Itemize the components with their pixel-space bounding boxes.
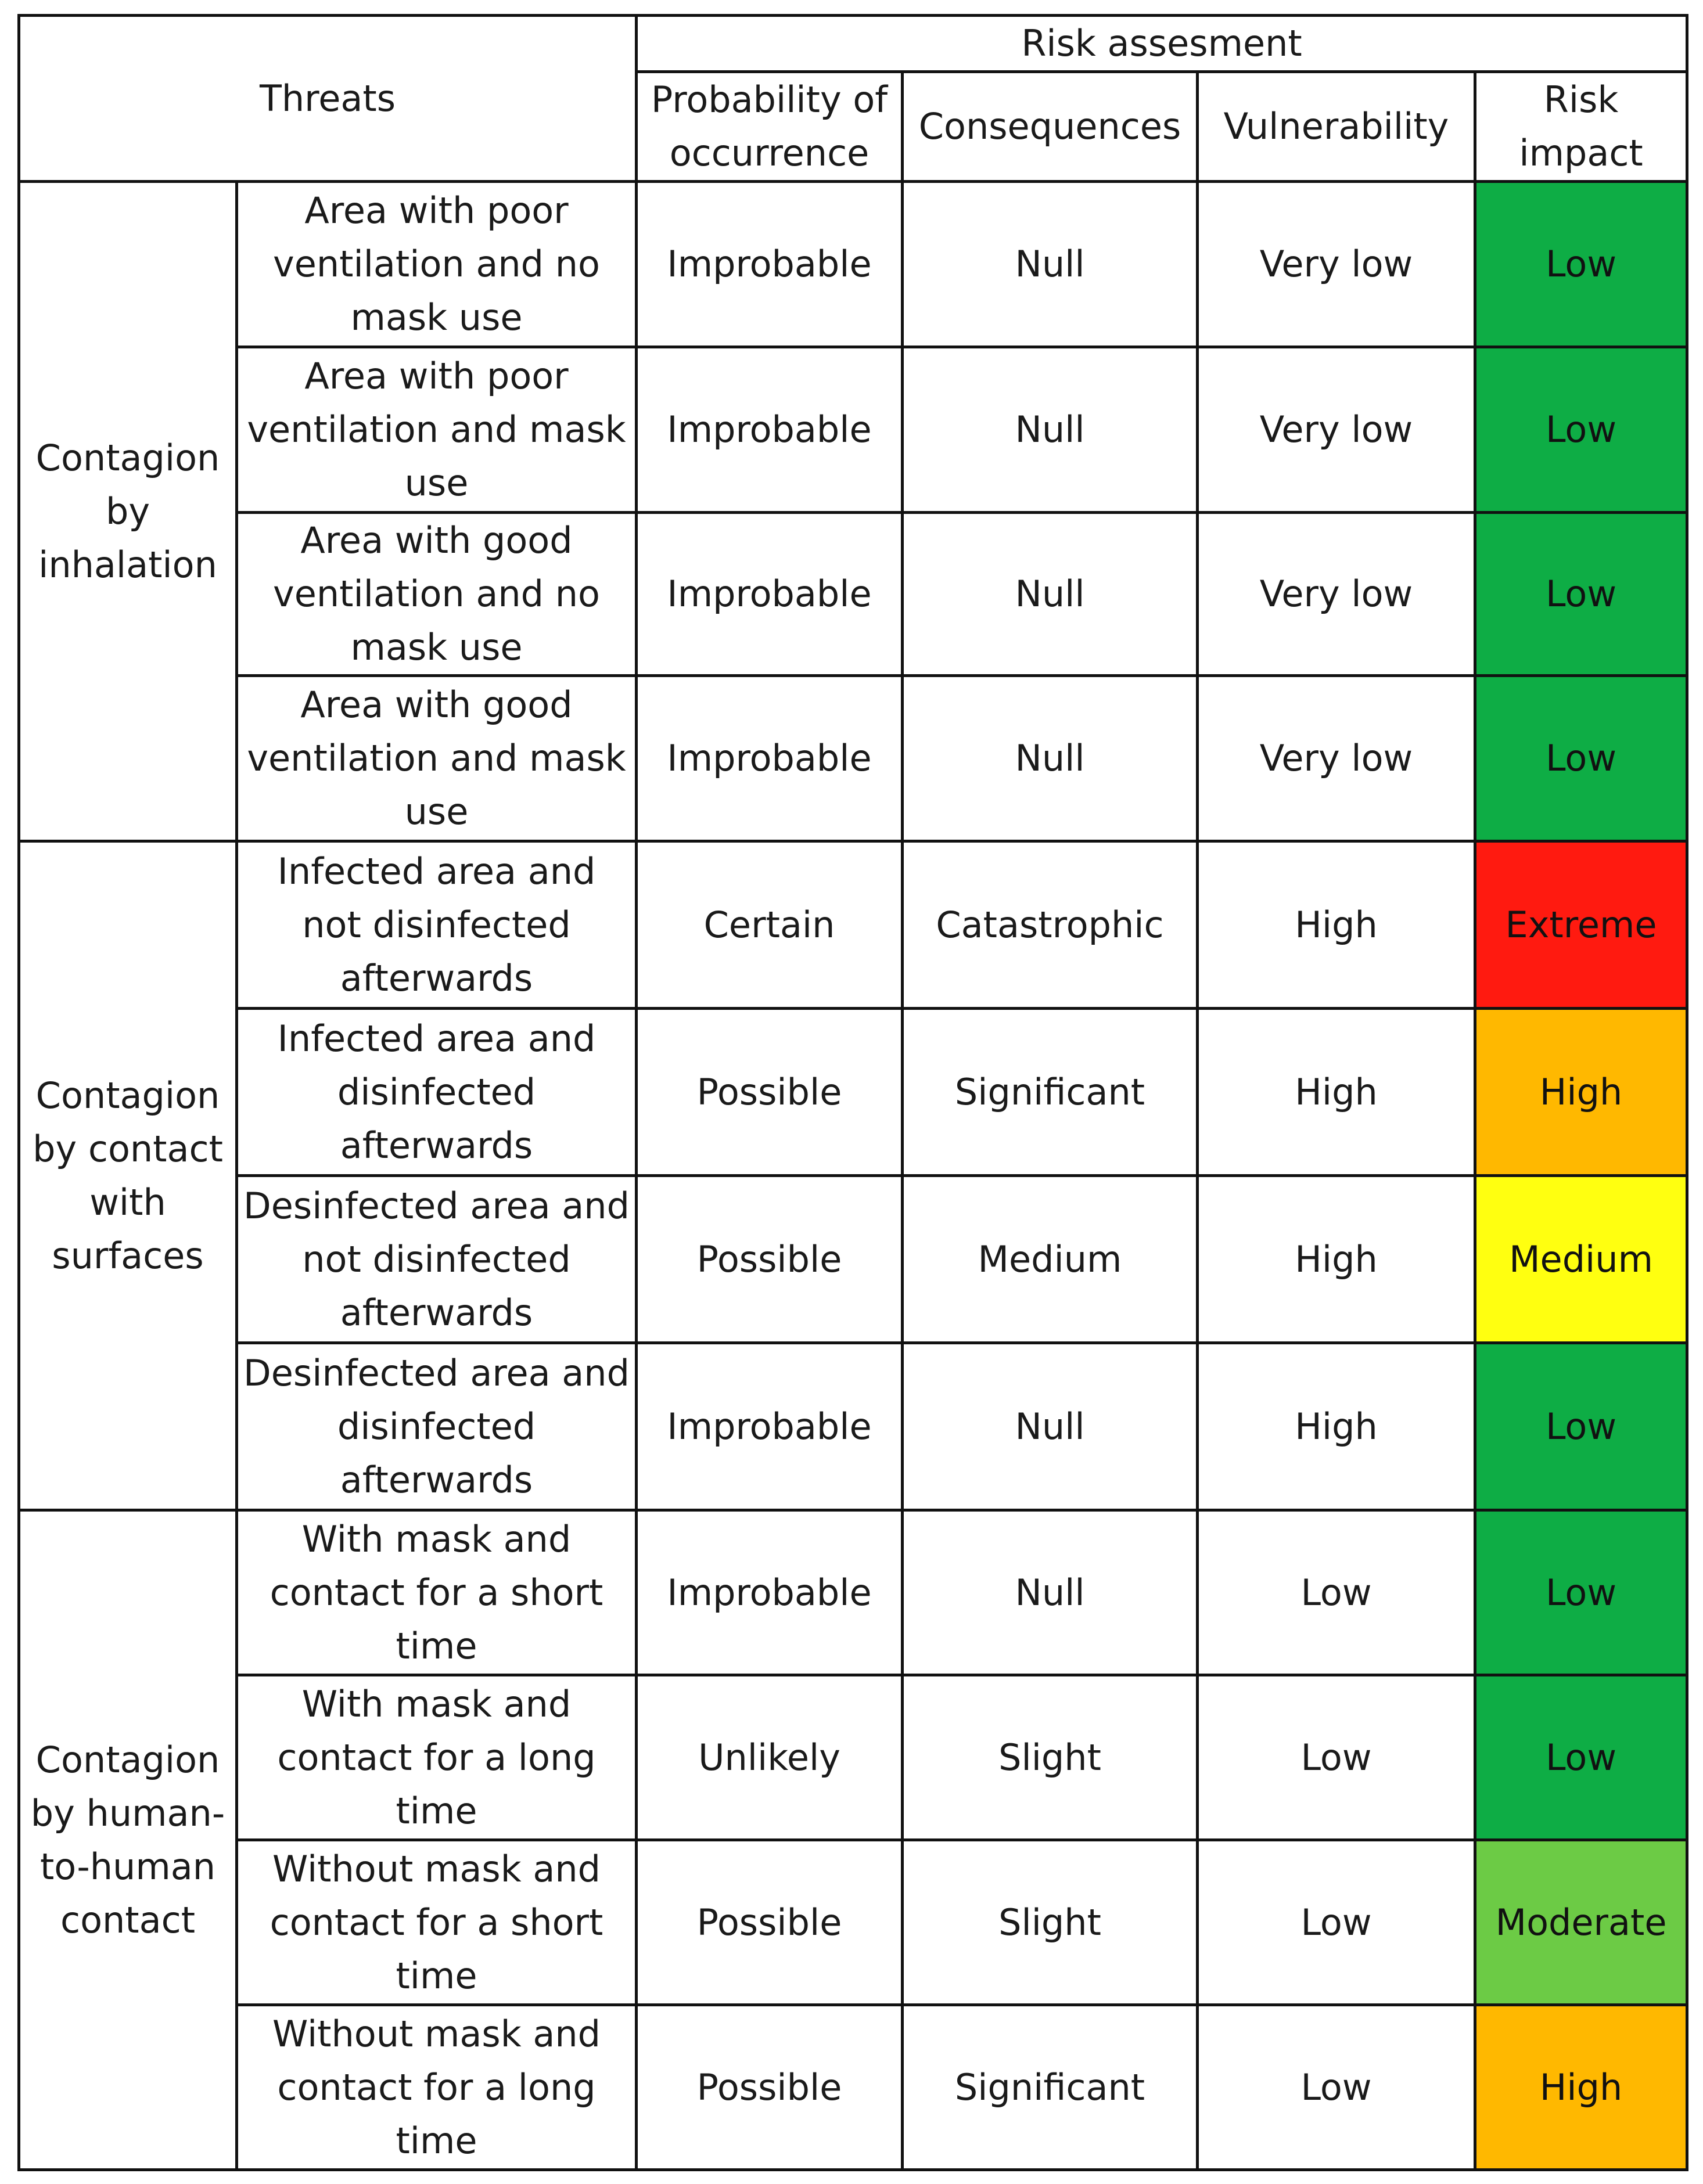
probability-cell: Improbable [635,1509,904,1676]
group-label: Contagion by human-to-human contact [17,1509,238,2171]
consequences-cell: Slight [901,1674,1199,1841]
consequences-cell: Significant [901,2003,1199,2171]
threat-cell: Infected area and not disinfected afterw… [235,840,638,1010]
table-row: Area with poor ventilation and mask use … [19,346,1689,514]
threat-cell: Desinfected area and disinfected afterwa… [235,1341,638,1512]
threat-cell: Desinfected area and not disinfected aft… [235,1174,638,1344]
vulnerability-cell: Low [1196,1838,1477,2006]
consequences-header: Consequences [901,70,1199,183]
consequences-cell: Null [901,1509,1199,1676]
threat-cell: Infected area and disinfected afterwards [235,1007,638,1177]
threat-cell: With mask and contact for a long time [235,1674,638,1841]
risk-impact-cell: Medium [1474,1174,1689,1344]
vulnerability-cell: Low [1196,1674,1477,1841]
vulnerability-cell: Very low [1196,346,1477,514]
threat-cell: With mask and contact for a short time [235,1509,638,1676]
table-row: Contagion by human-to-human contact With… [17,1509,1689,2171]
risk-impact-cell: Extreme [1474,840,1689,1010]
table-row: Desinfected area and disinfected afterwa… [19,1341,1689,1512]
probability-cell: Improbable [635,511,904,677]
risk-assessment-header: Risk assesment [635,14,1689,73]
probability-cell: Possible [635,1174,904,1344]
risk-assessment-table: Threats Risk assesment Probability of oc… [17,14,1689,2171]
table-row: Without mask and contact for a short tim… [19,1838,1689,2006]
risk-impact-cell: High [1474,1007,1689,1177]
consequences-cell: Null [901,180,1199,348]
vulnerability-cell: High [1196,1174,1477,1344]
probability-cell: Improbable [635,1341,904,1512]
probability-cell: Possible [635,2003,904,2171]
consequences-cell: Null [901,1341,1199,1512]
consequences-cell: Medium [901,1174,1199,1344]
vulnerability-cell: High [1196,1007,1477,1177]
table-row: Contagion by contact with surfaces Infec… [17,840,1689,1512]
vulnerability-cell: Very low [1196,674,1477,843]
risk-impact-cell: Low [1474,674,1689,843]
table-row: Area with good ventilation and mask use … [19,674,1689,843]
risk-impact-cell: Low [1474,346,1689,514]
vulnerability-cell: High [1196,1341,1477,1512]
risk-impact-cell: Low [1474,1674,1689,1841]
table-body: Contagion by inhalation Area with poor v… [17,180,1689,2171]
risk-impact-cell: Low [1474,180,1689,348]
threats-header: Threats [17,14,638,183]
threat-cell: Area with good ventilation and no mask u… [235,511,638,677]
consequences-cell: Null [901,674,1199,843]
risk-impact-cell: Low [1474,1341,1689,1512]
probability-cell: Possible [635,1838,904,2006]
consequences-cell: Null [901,511,1199,677]
consequences-cell: Null [901,346,1199,514]
vulnerability-header: Vulnerability [1196,70,1477,183]
vulnerability-cell: Low [1196,2003,1477,2171]
group-label: Contagion by inhalation [17,180,238,843]
probability-cell: Improbable [635,674,904,843]
threat-cell: Without mask and contact for a short tim… [235,1838,638,2006]
table-row: Without mask and contact for a long time… [19,2003,1689,2171]
table-row: Contagion by inhalation Area with poor v… [17,180,1689,843]
threat-cell: Area with poor ventilation and no mask u… [235,180,638,348]
consequences-cell: Significant [901,1007,1199,1177]
table-row: Area with good ventilation and no mask u… [19,511,1689,677]
probability-cell: Unlikely [635,1674,904,1841]
probability-cell: Improbable [635,180,904,348]
probability-cell: Possible [635,1007,904,1177]
risk-impact-cell: Low [1474,511,1689,677]
risk-impact-header: Risk impact [1474,70,1689,183]
group-label: Contagion by contact with surfaces [17,840,238,1512]
risk-impact-cell: Moderate [1474,1838,1689,2006]
consequences-cell: Catastrophic [901,840,1199,1010]
probability-cell: Improbable [635,346,904,514]
table-row: Desinfected area and not disinfected aft… [19,1174,1689,1344]
vulnerability-cell: Very low [1196,180,1477,348]
risk-impact-cell: Low [1474,1509,1689,1676]
probability-cell: Certain [635,840,904,1010]
threat-cell: Area with poor ventilation and mask use [235,346,638,514]
threat-cell: Area with good ventilation and mask use [235,674,638,843]
table-row: Infected area and disinfected afterwards… [19,1007,1689,1177]
probability-header: Probability of occurrence [635,70,904,183]
vulnerability-cell: Low [1196,1509,1477,1676]
risk-impact-cell: High [1474,2003,1689,2171]
vulnerability-cell: Very low [1196,511,1477,677]
threat-cell: Without mask and contact for a long time [235,2003,638,2171]
vulnerability-cell: High [1196,840,1477,1010]
table-row: With mask and contact for a long time Un… [19,1674,1689,1841]
consequences-cell: Slight [901,1838,1199,2006]
